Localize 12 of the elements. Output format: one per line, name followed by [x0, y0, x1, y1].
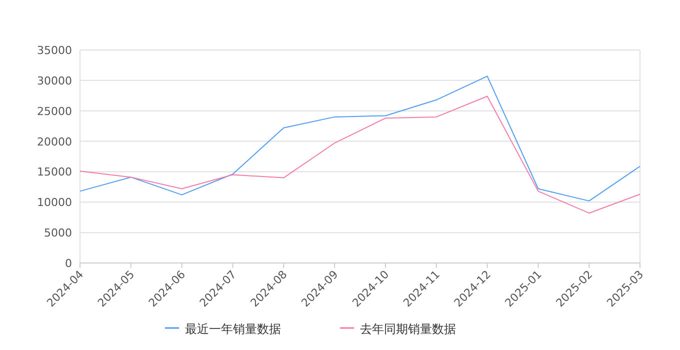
y-tick-label: 30000 — [37, 74, 72, 88]
y-tick-label: 25000 — [37, 104, 72, 118]
y-tick-label: 15000 — [37, 166, 72, 179]
line-series — [80, 96, 640, 214]
y-tick-label: 35000 — [37, 44, 72, 57]
y-tick-label: 5000 — [44, 226, 72, 240]
legend-label: 去年同期销量数据 — [360, 322, 456, 336]
y-tick-label: 20000 — [37, 135, 72, 148]
line-series — [80, 76, 640, 202]
y-tick-label: 0 — [65, 257, 72, 270]
legend-label: 最近一年销量数据 — [185, 322, 281, 336]
y-tick-label: 10000 — [37, 196, 72, 210]
